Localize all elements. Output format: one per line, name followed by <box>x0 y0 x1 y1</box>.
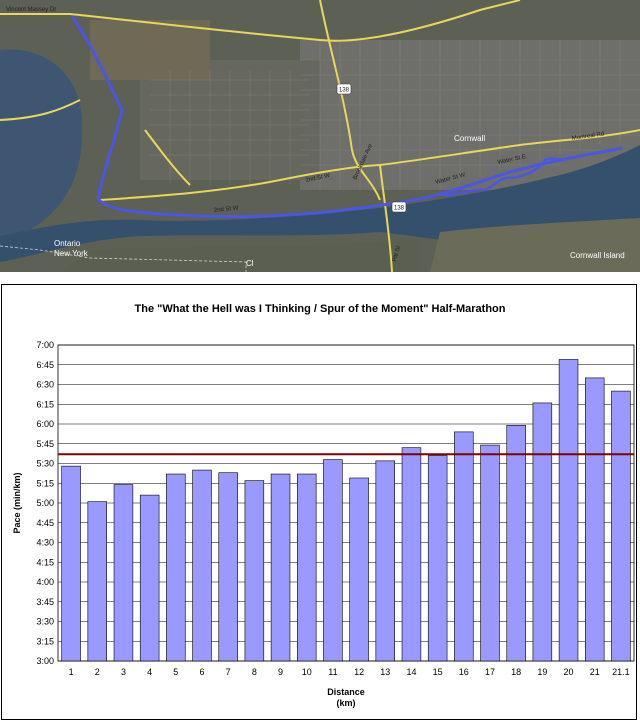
bar <box>244 480 265 662</box>
bar <box>349 477 369 662</box>
x-tick-label: 12 <box>354 667 364 677</box>
map-island <box>430 218 640 272</box>
route-wiggle <box>439 156 571 197</box>
bar <box>532 402 553 662</box>
label-second-st-w-b: 2nd St W <box>305 173 331 184</box>
label-second-st-w-a: 2nd St W <box>214 205 240 214</box>
svg-text:138: 138 <box>339 88 350 94</box>
label-water-st-e: Water St E <box>497 154 526 166</box>
y-tick-label: 4:45 <box>36 518 54 528</box>
label-cornwall-island: Cornwall Island <box>570 251 625 260</box>
map-roads <box>0 0 640 272</box>
map-street-grid <box>150 40 640 190</box>
label-ontario: Ontario <box>54 239 81 248</box>
bar <box>192 469 212 662</box>
bar <box>113 484 134 662</box>
bar <box>454 431 474 662</box>
label-new-york: New York <box>54 249 89 258</box>
border-line <box>0 245 247 272</box>
label-cl: Cl <box>246 259 254 268</box>
label-montreal-rd: Montreal Rd <box>571 131 604 141</box>
bar <box>139 494 160 662</box>
y-tick-label: 5:30 <box>36 459 54 469</box>
y-tick-label: 5:45 <box>36 439 54 449</box>
chart-title: The "What the Hell was I Thinking / Spur… <box>135 303 506 315</box>
y-tick-label: 5:15 <box>36 478 54 488</box>
x-tick-label: 6 <box>199 667 204 677</box>
x-tick-label: 16 <box>459 667 469 677</box>
highway-shield-south: 138 <box>391 201 407 213</box>
x-tick-label: 21 <box>590 667 600 677</box>
x-tick-label: 14 <box>406 667 416 677</box>
x-tick-label: 15 <box>433 667 443 677</box>
label-vincent-massey: Vincent Massey Dr <box>6 7 56 13</box>
x-tick-label: 7 <box>226 667 231 677</box>
x-tick-label: 9 <box>278 667 283 677</box>
y-tick-label: 4:15 <box>36 557 54 567</box>
bar <box>480 444 500 662</box>
y-tick-label: 3:00 <box>36 656 54 666</box>
bar <box>87 501 107 662</box>
x-axis-unit: (km) <box>336 698 355 708</box>
bar <box>297 473 317 662</box>
bar <box>585 377 605 662</box>
route-map: 138 138 Vincent Massey Dr 2nd St W 2nd S… <box>0 0 640 272</box>
highway-shield: 138 <box>336 83 352 95</box>
x-tick-label: 11 <box>328 667 337 677</box>
bar <box>506 425 526 662</box>
bar <box>401 447 422 662</box>
bar <box>323 459 343 662</box>
pace-chart: The "What the Hell was I Thinking / Spur… <box>12 303 635 708</box>
x-tick-label: 19 <box>537 667 547 677</box>
y-tick-label: 3:15 <box>36 636 54 646</box>
y-tick-label: 6:45 <box>36 360 54 370</box>
map-south-shore <box>60 240 420 272</box>
x-axis-title: Distance <box>327 687 365 697</box>
y-axis-title: Pace (min/km) <box>12 472 22 533</box>
bar <box>218 472 238 662</box>
x-tick-label: 20 <box>564 667 574 677</box>
x-tick-label: 5 <box>173 667 178 677</box>
x-tick-label: 1 <box>69 667 74 677</box>
map-lake <box>0 49 83 241</box>
x-tick-label: 2 <box>95 667 100 677</box>
x-tick-label: 17 <box>485 667 495 677</box>
y-ticks: 3:00 3:15 3:30 3:45 4:00 4:15 4:30 4:45 5:00 5:15… <box>36 340 54 666</box>
y-tick-label: 6:00 <box>36 419 54 429</box>
x-ticks: 1 2 3 4 5 6 7 8 9 10 11 12 13 14 15 16 17 18 19 20 21 21.1 <box>69 667 630 677</box>
bars <box>61 359 631 662</box>
x-tick-label: 3 <box>121 667 126 677</box>
bar <box>61 465 81 662</box>
y-tick-label: 3:45 <box>36 597 54 607</box>
bar <box>375 460 395 662</box>
svg-text:138: 138 <box>394 206 405 212</box>
y-tick-label: 4:30 <box>36 538 54 548</box>
x-tick-label: 13 <box>380 667 390 677</box>
x-tick-label: 4 <box>147 667 152 677</box>
x-tick-label: 8 <box>252 667 257 677</box>
bar <box>611 390 631 662</box>
label-cornwall: Cornwall <box>454 134 485 143</box>
y-tick-label: 4:00 <box>36 577 54 587</box>
bar <box>558 359 579 662</box>
y-tick-label: 6:15 <box>36 399 54 409</box>
x-tick-label: 10 <box>302 667 312 677</box>
bar <box>270 473 291 662</box>
y-tick-label: 7:00 <box>36 340 54 350</box>
chart-frame: The "What the Hell was I Thinking / Spur… <box>1 284 637 720</box>
bar <box>427 455 448 662</box>
x-tick-label: 21.1 <box>612 667 630 677</box>
y-tick-label: 3:30 <box>36 617 54 627</box>
y-tick-label: 6:30 <box>36 380 54 390</box>
bar <box>166 473 186 662</box>
label-pitt: Pitt St <box>392 245 402 262</box>
map-field <box>90 20 210 80</box>
y-tick-label: 5:00 <box>36 498 54 508</box>
x-tick-label: 18 <box>511 667 521 677</box>
